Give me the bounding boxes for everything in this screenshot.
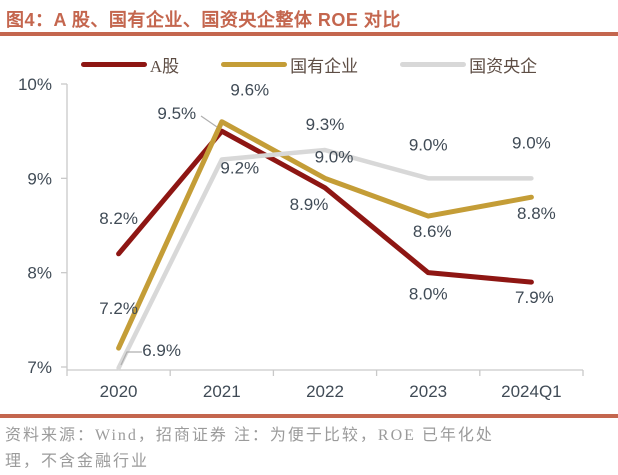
series-line-0 [116, 128, 534, 285]
chart-legend: A股 国有企业 国资央企 [0, 52, 618, 77]
legend-label-a-share: A股 [149, 57, 180, 76]
data-label-2-0: 6.9% [142, 341, 181, 360]
figure-title: 图4：A 股、国有企业、国资央企整体 ROE 对比 [6, 10, 401, 30]
label-leader-line [200, 115, 218, 128]
series-line-2 [116, 147, 534, 371]
source-note: 资料来源：Wind，招商证券 注：为便于比较，ROE 已年化处 理，不含金融行业 [5, 423, 613, 475]
x-category-label: 2023 [409, 382, 447, 401]
data-label-0-0: 8.2% [99, 209, 138, 228]
legend-swatch-a-share [80, 62, 147, 67]
x-category-label: 2021 [203, 382, 241, 401]
source-note-line1: 资料来源：Wind，招商证券 注：为便于比较，ROE 已年化处 [5, 427, 494, 444]
series-line-1 [116, 119, 534, 351]
legend-swatch-central-soe [400, 62, 467, 67]
legend-item-soe: 国有企业 [221, 52, 358, 77]
x-category-label: 2022 [306, 382, 344, 401]
y-tick-label: 7% [27, 358, 52, 377]
legend-swatch-soe [221, 62, 288, 67]
source-note-line2: 理，不含金融行业 [5, 453, 150, 470]
legend-item-central-soe: 国资央企 [400, 52, 537, 77]
data-label-1-1: 9.6% [230, 81, 269, 100]
top-rule [0, 32, 618, 36]
bottom-rule [0, 414, 618, 418]
data-label-2-1: 9.2% [220, 158, 259, 177]
data-label-1-3: 8.6% [413, 222, 452, 241]
y-tick-label: 10% [18, 75, 52, 94]
data-label-1-4: 8.8% [517, 204, 556, 223]
data-label-0-4: 7.9% [515, 288, 554, 307]
data-label-1-2: 9.0% [315, 147, 354, 166]
legend-label-central-soe: 国资央企 [469, 57, 538, 76]
label-leader-line [120, 351, 142, 366]
data-label-0-2: 8.9% [290, 195, 329, 214]
data-label-2-4: 9.0% [512, 133, 551, 152]
axes: 10% 9% 8% 7% 2020 2021 2022 2023 2024Q1 [18, 75, 584, 401]
y-tick-label: 8% [27, 264, 52, 283]
data-label-0-3: 8.0% [409, 285, 448, 304]
data-label-2-2: 9.3% [306, 115, 345, 134]
data-label-2-3: 9.0% [409, 135, 448, 154]
x-category-label: 2020 [100, 382, 138, 401]
y-tick-label: 9% [27, 169, 52, 188]
legend-item-a-share: A股 [80, 52, 180, 77]
data-label-0-1: 9.5% [157, 104, 196, 123]
x-category-label: 2024Q1 [501, 382, 562, 401]
legend-label-soe: 国有企业 [290, 57, 359, 76]
data-label-1-0: 7.2% [99, 299, 138, 318]
